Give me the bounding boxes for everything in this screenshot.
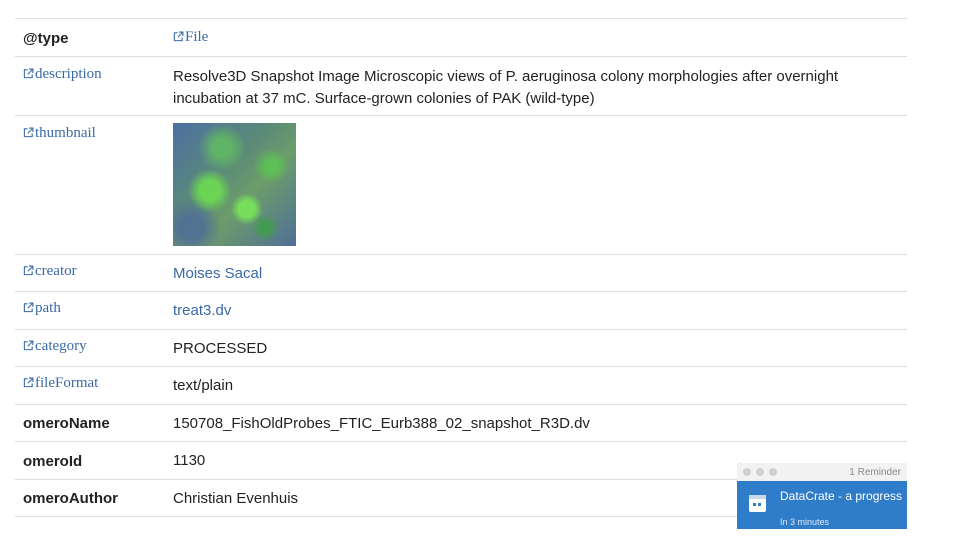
thumbnail-key-link[interactable]: thumbnail xyxy=(15,116,165,254)
description-key-link[interactable]: description xyxy=(15,57,165,115)
external-link-icon xyxy=(23,377,34,388)
close-dot[interactable] xyxy=(743,468,751,476)
property-key: path xyxy=(35,300,61,316)
external-link-icon xyxy=(23,68,34,79)
path-key-link[interactable]: path xyxy=(15,292,165,329)
external-link-icon xyxy=(23,340,34,351)
description-value: Resolve3D Snapshot Image Microscopic vie… xyxy=(173,68,839,107)
property-key: @type xyxy=(23,30,69,47)
property-key: omeroId xyxy=(23,453,83,470)
thumbnail-cell xyxy=(165,116,907,254)
notification-titlebar: 1 Reminder xyxy=(737,463,907,481)
external-link-icon xyxy=(173,31,184,42)
path-link[interactable]: treat3.dv xyxy=(173,302,232,319)
fileformat-key-link[interactable]: fileFormat xyxy=(15,367,165,404)
reminder-notification[interactable]: 1 Reminder DataCrate - a progress In 3 m… xyxy=(737,463,907,529)
reminder-count: 1 Reminder xyxy=(849,466,901,478)
properties-table: @type File description Resolve3D Snapsho… xyxy=(15,18,907,517)
property-key: fileFormat xyxy=(35,375,99,391)
omeroid-value: 1130 xyxy=(173,452,206,469)
zoom-dot[interactable] xyxy=(769,468,777,476)
fileformat-value: text/plain xyxy=(173,377,234,394)
property-key: omeroName xyxy=(23,415,110,432)
property-key: omeroAuthor xyxy=(23,490,118,507)
property-key: category xyxy=(35,338,87,354)
calendar-icon xyxy=(749,495,766,512)
row-creator: creator Moises Sacal xyxy=(15,255,907,292)
creator-key-link[interactable]: creator xyxy=(15,255,165,291)
row-description: description Resolve3D Snapshot Image Mic… xyxy=(15,57,907,116)
row-category: category PROCESSED xyxy=(15,330,907,367)
type-link-label: File xyxy=(185,29,209,45)
row-thumbnail: thumbnail xyxy=(15,116,907,255)
omeroname-value: 150708_FishOldProbes_FTIC_Eurb388_02_sna… xyxy=(173,415,590,432)
row-omeroid: omeroId 1130 xyxy=(15,442,907,480)
category-value: PROCESSED xyxy=(173,340,268,357)
row-type: @type File xyxy=(15,19,907,57)
external-link-icon xyxy=(23,127,34,138)
notification-title: DataCrate - a progress xyxy=(780,489,903,503)
row-omeroname: omeroName 150708_FishOldProbes_FTIC_Eurb… xyxy=(15,405,907,442)
category-key-link[interactable]: category xyxy=(15,330,165,366)
property-key: thumbnail xyxy=(35,125,96,141)
property-key: description xyxy=(35,66,102,82)
row-omeroauthor: omeroAuthor Christian Evenhuis xyxy=(15,480,907,517)
type-link[interactable]: File xyxy=(165,19,907,56)
notification-time: In 3 minutes xyxy=(780,517,830,527)
external-link-icon xyxy=(23,302,34,313)
row-fileformat: fileFormat text/plain xyxy=(15,367,907,405)
omeroauthor-value: Christian Evenhuis xyxy=(173,490,299,507)
creator-link[interactable]: Moises Sacal xyxy=(173,265,263,282)
minimize-dot[interactable] xyxy=(756,468,764,476)
thumbnail-image[interactable] xyxy=(173,123,296,246)
property-key: creator xyxy=(35,263,77,279)
external-link-icon xyxy=(23,265,34,276)
row-path: path treat3.dv xyxy=(15,292,907,330)
